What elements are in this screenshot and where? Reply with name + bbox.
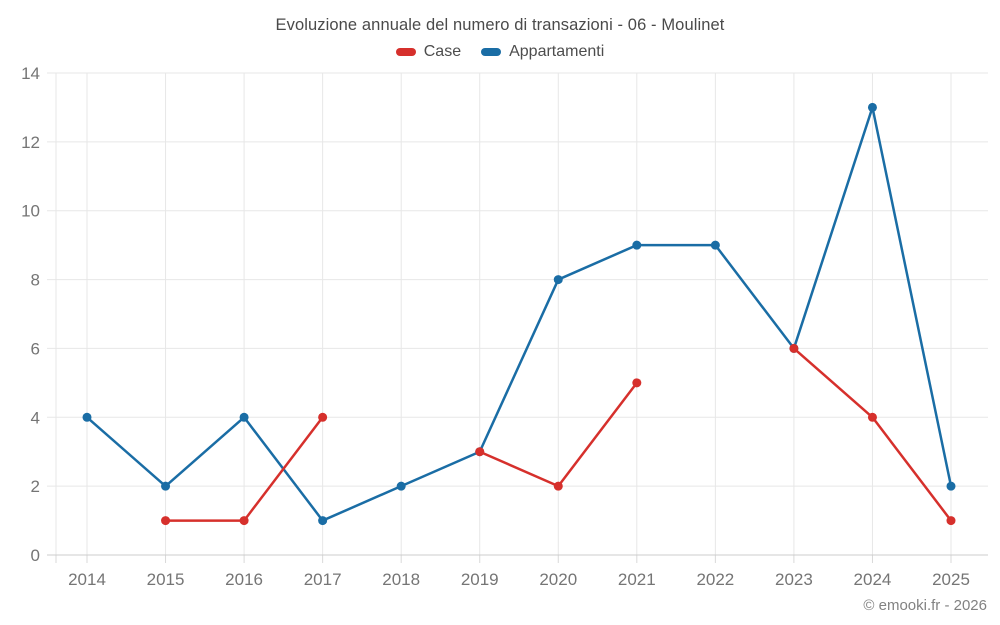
data-point-case-2016[interactable] xyxy=(239,516,249,526)
data-point-case-2021[interactable] xyxy=(632,378,642,388)
x-axis-label: 2014 xyxy=(68,570,106,589)
chart-title: Evoluzione annuale del numero di transaz… xyxy=(275,16,725,34)
legend-label-case: Case xyxy=(423,43,462,60)
data-point-case-2017[interactable] xyxy=(318,412,328,422)
y-axis-label: 10 xyxy=(21,202,40,221)
data-point-case-2020[interactable] xyxy=(553,481,563,491)
data-point-appartamenti-2015[interactable] xyxy=(161,481,171,491)
x-axis-label: 2021 xyxy=(618,570,656,589)
x-axis-label: 2025 xyxy=(932,570,970,589)
x-axis-label: 2015 xyxy=(147,570,185,589)
series-line-appartamenti xyxy=(85,106,953,522)
x-axis-label: 2022 xyxy=(696,570,734,589)
data-point-appartamenti-2025[interactable] xyxy=(946,481,956,491)
data-point-appartamenti-2022[interactable] xyxy=(710,240,720,250)
x-axis-label: 2018 xyxy=(382,570,420,589)
data-point-case-2023[interactable] xyxy=(789,343,799,353)
data-point-case-2015[interactable] xyxy=(161,516,171,526)
legend-item-appartamenti[interactable]: Appartamenti xyxy=(481,43,604,61)
data-point-appartamenti-2017[interactable] xyxy=(318,516,328,526)
copyright-text: © emooki.fr - 2026 xyxy=(863,597,987,614)
x-axis-label: 2017 xyxy=(304,570,342,589)
y-axis-label: 4 xyxy=(31,408,40,427)
y-axis-label: 12 xyxy=(21,133,40,152)
x-axis-label: 2019 xyxy=(461,570,499,589)
y-axis-label: 0 xyxy=(31,546,40,565)
y-axis-label: 8 xyxy=(31,271,40,290)
x-axis-label: 2020 xyxy=(539,570,577,589)
data-point-appartamenti-2021[interactable] xyxy=(632,240,642,250)
data-point-case-2025[interactable] xyxy=(946,516,956,526)
y-axis-label: 6 xyxy=(31,339,40,358)
data-point-case-2024[interactable] xyxy=(867,412,877,422)
data-point-appartamenti-2018[interactable] xyxy=(396,481,406,491)
y-axis-label: 14 xyxy=(21,64,40,83)
case-series-swatch xyxy=(395,48,416,56)
legend-item-case[interactable]: Case xyxy=(395,43,462,61)
data-point-case-2019[interactable] xyxy=(475,447,485,457)
x-axis-label: 2024 xyxy=(854,570,892,589)
chart-legend: Case Appartamenti xyxy=(0,43,1000,61)
appartamenti-series-swatch xyxy=(481,48,502,56)
x-axis-label: 2023 xyxy=(775,570,813,589)
legend-label-appartamenti: Appartamenti xyxy=(509,43,605,60)
data-point-appartamenti-2016[interactable] xyxy=(239,412,249,422)
data-point-appartamenti-2020[interactable] xyxy=(553,275,563,285)
y-axis-label: 2 xyxy=(31,477,40,496)
data-point-appartamenti-2024[interactable] xyxy=(867,102,877,112)
data-point-appartamenti-2014[interactable] xyxy=(82,412,92,422)
x-axis-label: 2016 xyxy=(225,570,263,589)
